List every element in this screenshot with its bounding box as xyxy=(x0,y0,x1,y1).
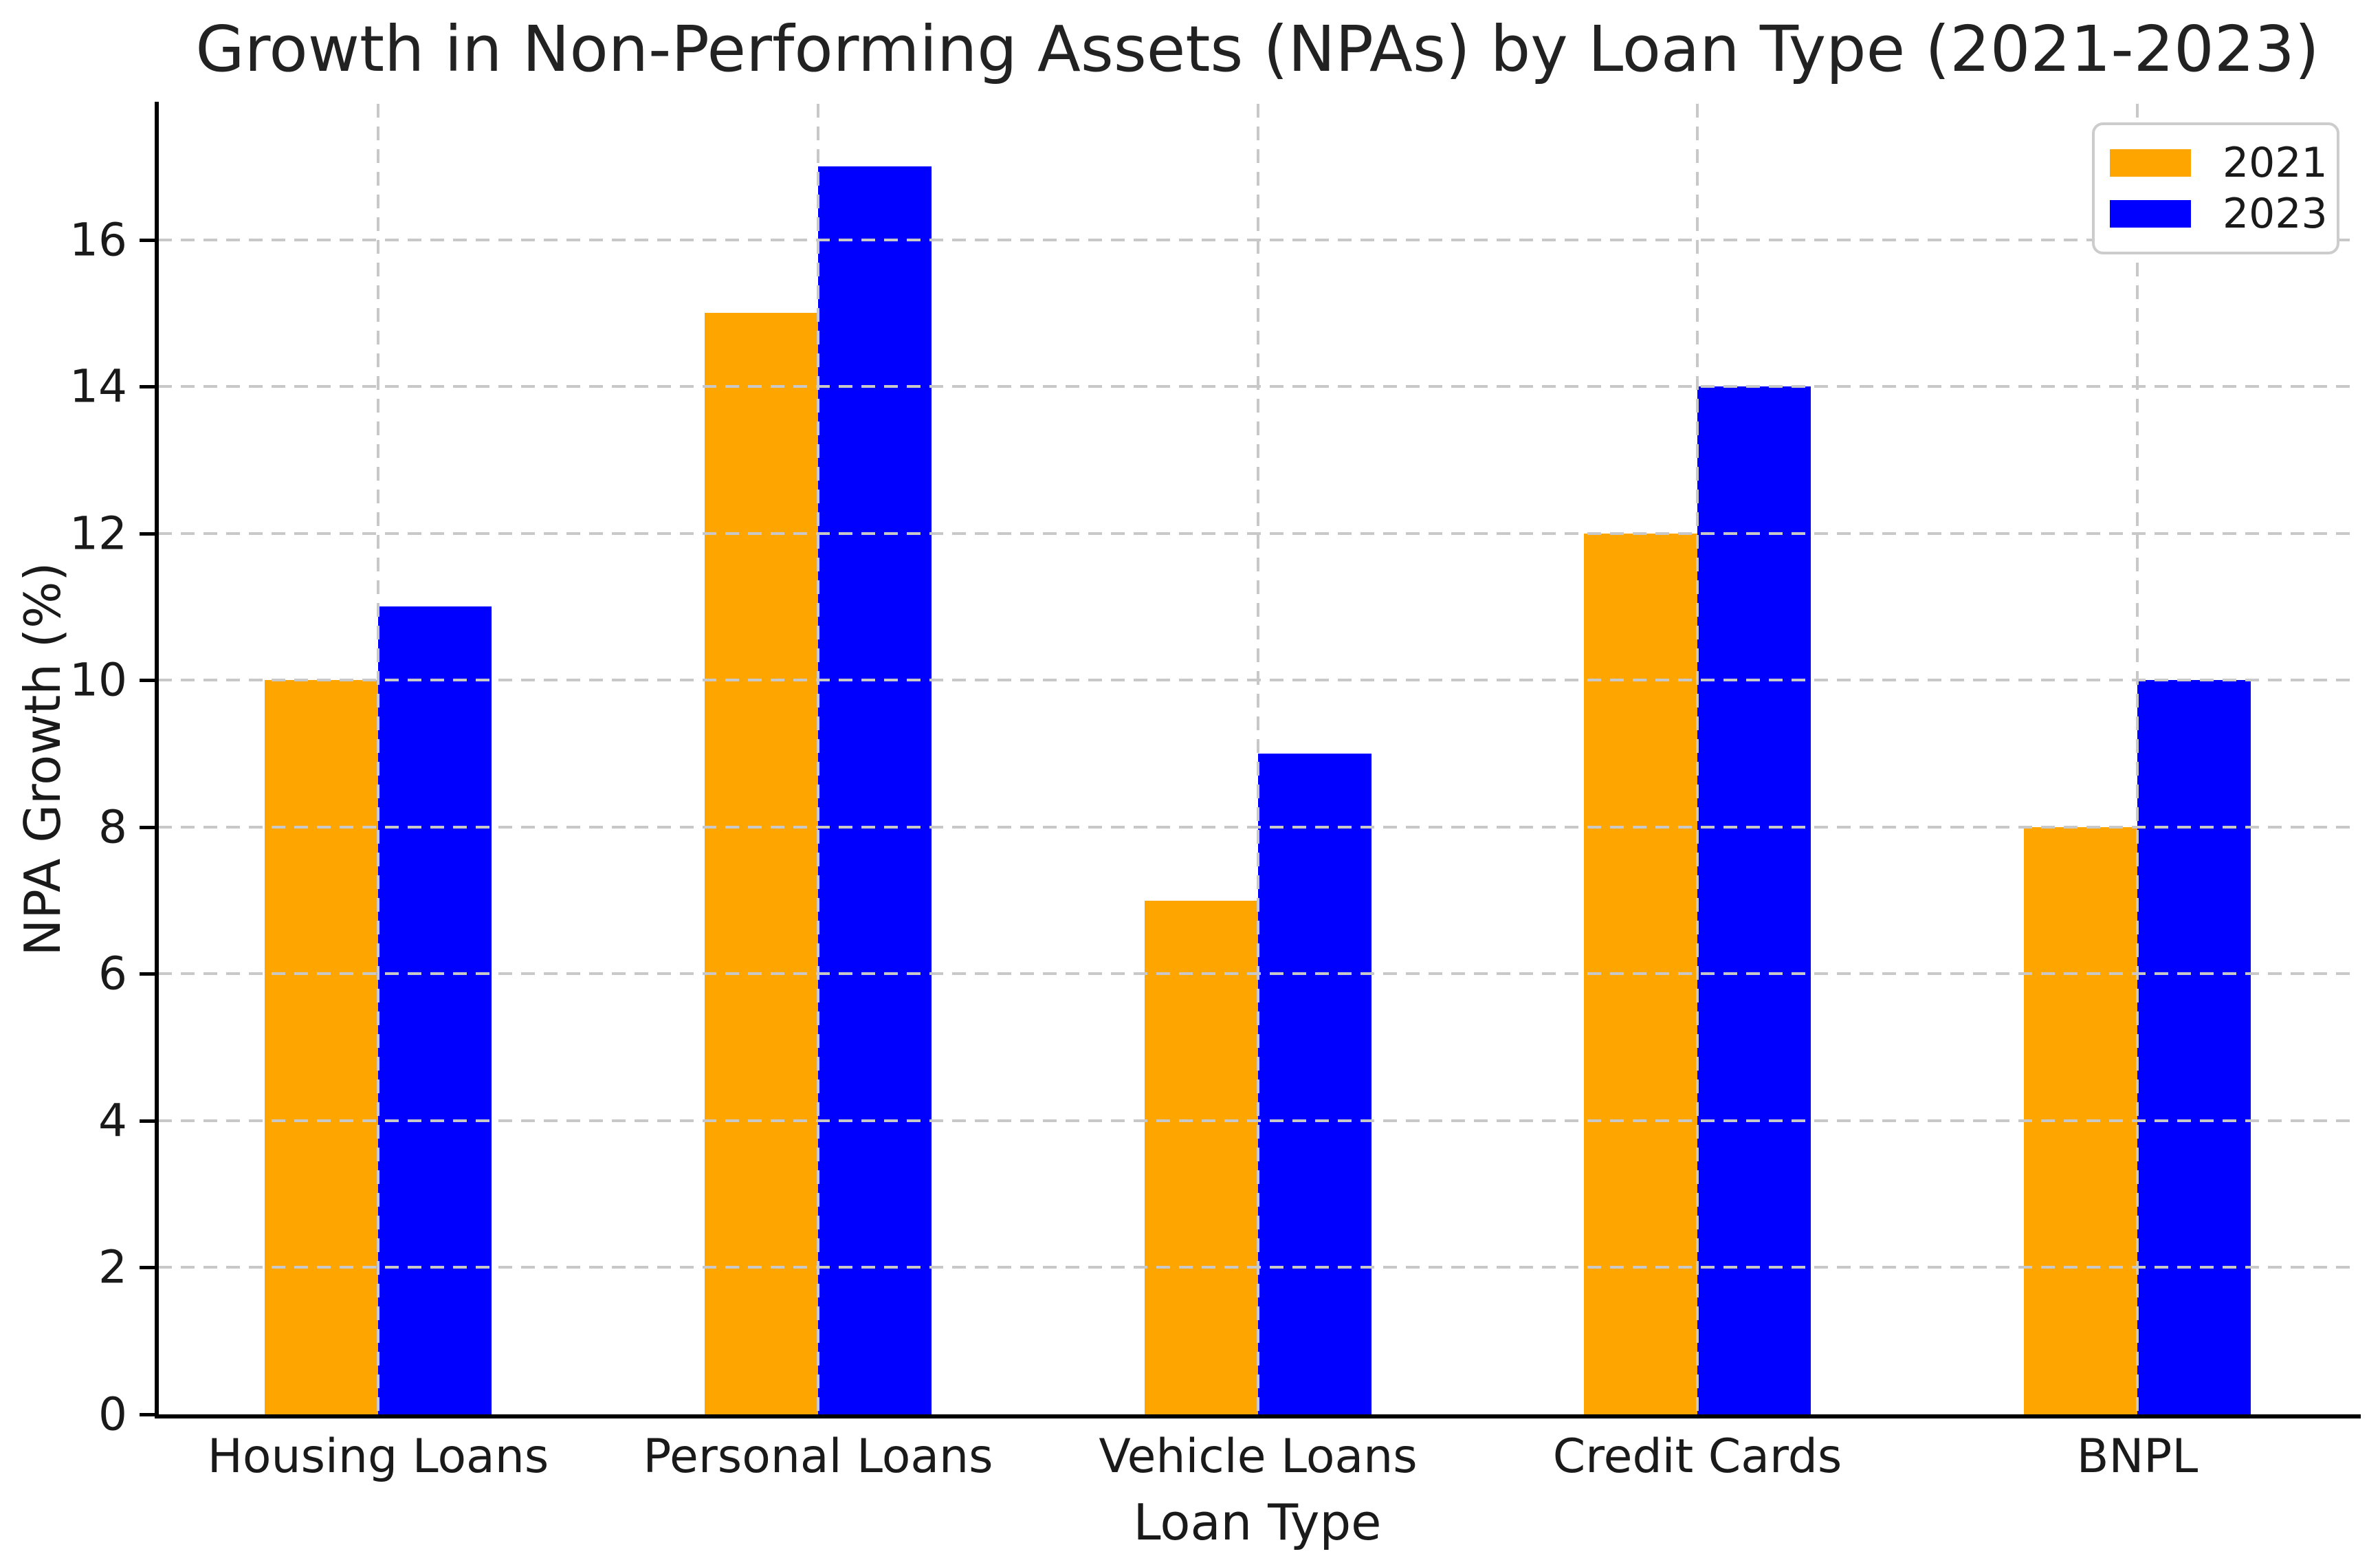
bar-2023-vehicle-loans xyxy=(1258,754,1371,1414)
bar-2023-credit-cards xyxy=(1697,386,1811,1414)
gridline-horizontal-6 xyxy=(158,972,2357,975)
y-tick-mark-12 xyxy=(140,532,155,536)
y-tick-label-2: 2 xyxy=(98,1240,127,1294)
legend-swatch-2021 xyxy=(2110,149,2191,177)
gridline-horizontal-8 xyxy=(158,826,2357,829)
y-tick-label-12: 12 xyxy=(69,507,127,560)
gridline-horizontal-14 xyxy=(158,385,2357,388)
gridline-horizontal-10 xyxy=(158,679,2357,681)
y-tick-label-16: 16 xyxy=(69,213,127,267)
y-tick-label-8: 8 xyxy=(98,800,127,854)
y-axis-spine xyxy=(155,102,159,1418)
gridline-horizontal-12 xyxy=(158,532,2357,535)
gridline-vertical-housing-loans xyxy=(377,104,379,1414)
legend-item-2021: 2021 xyxy=(2110,142,2337,184)
y-tick-mark-0 xyxy=(140,1413,155,1416)
x-axis-spine xyxy=(155,1414,2361,1418)
gridline-vertical-vehicle-loans xyxy=(1257,104,1259,1414)
gridline-horizontal-2 xyxy=(158,1266,2357,1269)
y-tick-mark-14 xyxy=(140,385,155,388)
legend-label-2023: 2023 xyxy=(2223,190,2328,238)
legend: 2021 2023 xyxy=(2092,122,2339,254)
x-tick-label-credit-cards: Credit Cards xyxy=(1552,1429,1842,1484)
legend-item-2023: 2023 xyxy=(2110,193,2337,234)
y-tick-label-6: 6 xyxy=(98,947,127,1000)
gridline-vertical-bnpl xyxy=(2136,104,2139,1414)
bar-2021-housing-loans xyxy=(265,680,378,1414)
y-tick-label-14: 14 xyxy=(69,360,127,413)
legend-swatch-2023 xyxy=(2110,200,2191,228)
y-tick-label-0: 0 xyxy=(98,1388,127,1441)
x-tick-label-personal-loans: Personal Loans xyxy=(643,1429,993,1484)
bar-2023-personal-loans xyxy=(818,166,932,1414)
y-tick-mark-6 xyxy=(140,972,155,976)
x-tick-label-bnpl: BNPL xyxy=(2076,1429,2199,1484)
x-axis-label: Loan Type xyxy=(1133,1493,1382,1551)
legend-label-2021: 2021 xyxy=(2223,139,2328,187)
y-tick-mark-2 xyxy=(140,1266,155,1269)
gridline-vertical-personal-loans xyxy=(817,104,819,1414)
x-tick-label-vehicle-loans: Vehicle Loans xyxy=(1099,1429,1418,1484)
bar-2021-vehicle-loans xyxy=(1145,901,1258,1414)
y-tick-label-10: 10 xyxy=(69,653,127,707)
bar-2023-bnpl xyxy=(2137,680,2251,1414)
chart-title: Growth in Non-Performing Assets (NPAs) b… xyxy=(195,12,2320,86)
y-tick-mark-4 xyxy=(140,1119,155,1123)
gridline-horizontal-4 xyxy=(158,1119,2357,1122)
bar-2023-housing-loans xyxy=(378,606,492,1414)
x-tick-label-housing-loans: Housing Loans xyxy=(207,1429,549,1484)
y-tick-mark-16 xyxy=(140,239,155,242)
gridline-vertical-credit-cards xyxy=(1696,104,1699,1414)
y-tick-label-4: 4 xyxy=(98,1094,127,1148)
bar-2021-personal-loans xyxy=(705,313,818,1414)
y-tick-mark-10 xyxy=(140,679,155,682)
gridline-horizontal-16 xyxy=(158,239,2357,241)
y-tick-mark-8 xyxy=(140,826,155,829)
